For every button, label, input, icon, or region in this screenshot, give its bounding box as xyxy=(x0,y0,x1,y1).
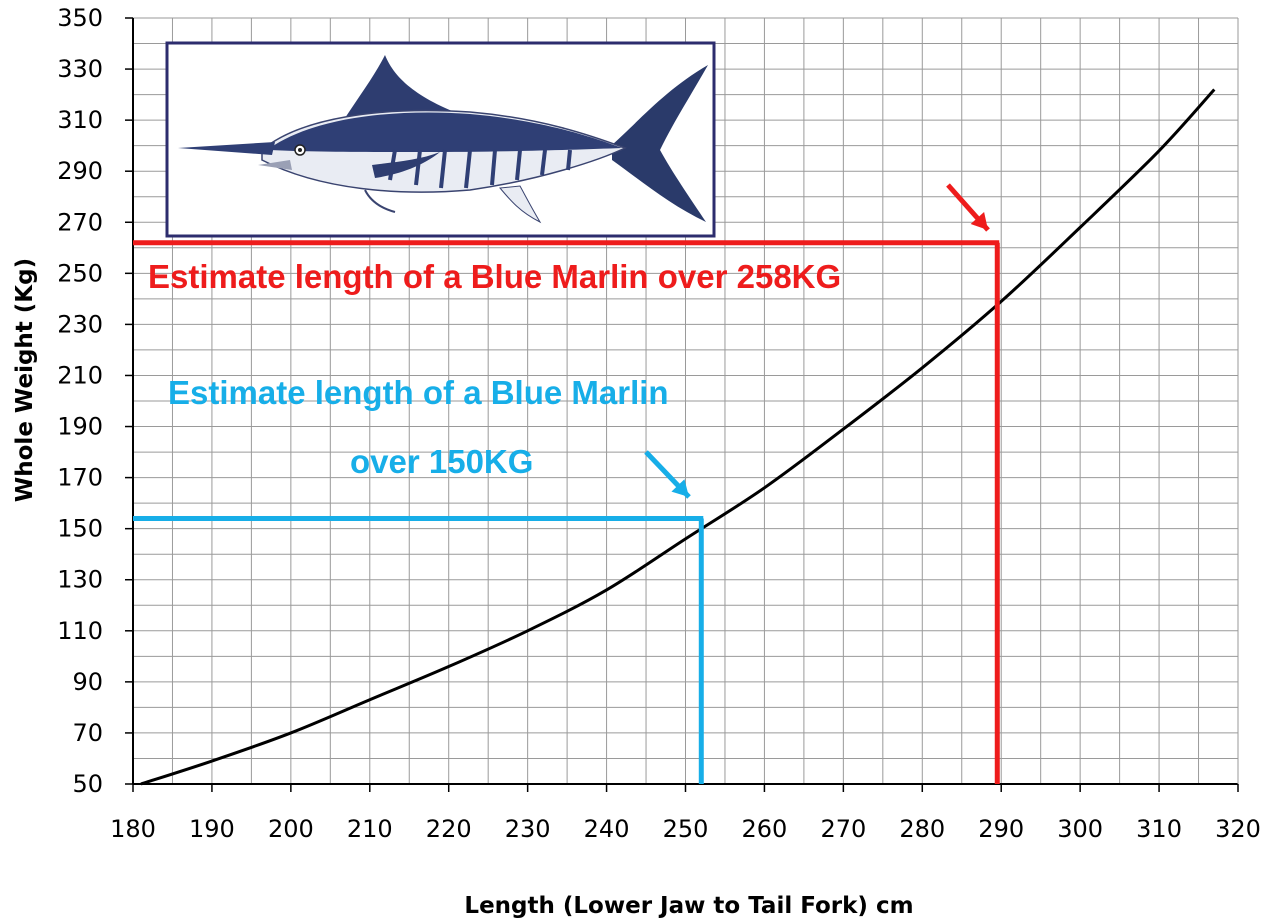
blue-annotation-label-line1: Estimate length of a Blue Marlin xyxy=(168,374,669,411)
blue-marlin-icon xyxy=(178,55,708,224)
x-tick-label: 210 xyxy=(347,815,393,843)
x-tick-label: 240 xyxy=(584,815,630,843)
y-axis-title: Whole Weight (Kg) xyxy=(12,258,38,502)
marlin-illustration xyxy=(165,41,716,238)
x-tick-label: 290 xyxy=(978,815,1024,843)
x-tick-label: 270 xyxy=(820,815,866,843)
y-tick-label: 350 xyxy=(57,4,103,32)
y-tick-label: 150 xyxy=(57,515,103,543)
blue-annotation-label-line2: over 150KG xyxy=(350,443,533,480)
x-tick-label: 200 xyxy=(268,815,314,843)
y-tick-label: 330 xyxy=(57,55,103,83)
y-tick-label: 70 xyxy=(72,719,103,747)
y-tick-label: 210 xyxy=(57,361,103,389)
y-tick-label: 230 xyxy=(57,310,103,338)
red-arrow-icon xyxy=(946,183,990,232)
y-tick-label: 130 xyxy=(57,566,103,594)
x-tick-label: 320 xyxy=(1215,815,1261,843)
y-tick-label: 90 xyxy=(72,668,103,696)
weight-length-curve xyxy=(140,88,1216,786)
y-tick-label: 310 xyxy=(57,106,103,134)
red-annotation: Estimate length of a Blue Marlin over 25… xyxy=(133,183,1000,784)
x-tick-label: 300 xyxy=(1057,815,1103,843)
x-tick-label: 260 xyxy=(742,815,788,843)
tick-labels: 180 190 200 210 220 230 240 250 260 270 280 290 300 3… xyxy=(57,4,1261,843)
x-tick-label: 190 xyxy=(189,815,235,843)
y-tick-label: 190 xyxy=(57,413,103,441)
y-tick-label: 170 xyxy=(57,464,103,492)
blue-annotation: Estimate length of a Blue Marlin over 15… xyxy=(133,374,704,784)
x-tick-label: 310 xyxy=(1136,815,1182,843)
y-tick-label: 270 xyxy=(57,208,103,236)
y-tick-label: 50 xyxy=(72,770,103,798)
x-tick-label: 220 xyxy=(426,815,472,843)
x-tick-label: 250 xyxy=(663,815,709,843)
blue-arrow-icon xyxy=(644,450,691,499)
x-tick-label: 230 xyxy=(505,815,551,843)
y-tick-label: 110 xyxy=(57,617,103,645)
arrow-head xyxy=(970,212,988,230)
x-tick-label: 280 xyxy=(899,815,945,843)
x-tick-label: 180 xyxy=(110,815,156,843)
red-annotation-label: Estimate length of a Blue Marlin over 25… xyxy=(148,258,841,295)
y-tick-label: 290 xyxy=(57,157,103,185)
y-tick-label: 250 xyxy=(57,259,103,287)
x-axis-title: Length (Lower Jaw to Tail Fork) cm xyxy=(464,893,913,919)
axes xyxy=(125,17,1239,792)
arrow-head xyxy=(671,479,689,497)
